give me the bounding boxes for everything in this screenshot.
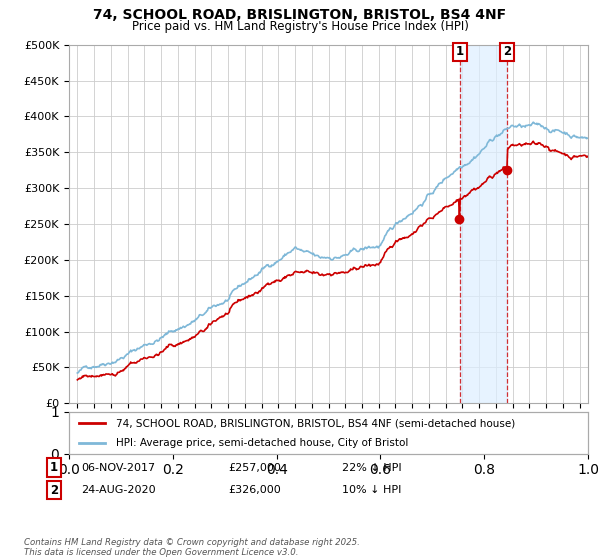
- Text: 74, SCHOOL ROAD, BRISLINGTON, BRISTOL, BS4 4NF: 74, SCHOOL ROAD, BRISLINGTON, BRISTOL, B…: [94, 8, 506, 22]
- Text: 2: 2: [50, 483, 58, 497]
- Text: 10% ↓ HPI: 10% ↓ HPI: [342, 485, 401, 495]
- Text: 1: 1: [50, 461, 58, 474]
- Text: 22% ↓ HPI: 22% ↓ HPI: [342, 463, 401, 473]
- Text: 06-NOV-2017: 06-NOV-2017: [81, 463, 155, 473]
- Text: 2: 2: [503, 45, 511, 58]
- Text: £326,000: £326,000: [228, 485, 281, 495]
- Text: 1: 1: [455, 45, 464, 58]
- Text: £257,000: £257,000: [228, 463, 281, 473]
- Text: HPI: Average price, semi-detached house, City of Bristol: HPI: Average price, semi-detached house,…: [116, 438, 408, 448]
- Text: 24-AUG-2020: 24-AUG-2020: [81, 485, 155, 495]
- Bar: [460, 45, 507, 403]
- Text: Contains HM Land Registry data © Crown copyright and database right 2025.
This d: Contains HM Land Registry data © Crown c…: [24, 538, 360, 557]
- Text: Price paid vs. HM Land Registry's House Price Index (HPI): Price paid vs. HM Land Registry's House …: [131, 20, 469, 32]
- Text: 74, SCHOOL ROAD, BRISLINGTON, BRISTOL, BS4 4NF (semi-detached house): 74, SCHOOL ROAD, BRISLINGTON, BRISTOL, B…: [116, 418, 515, 428]
